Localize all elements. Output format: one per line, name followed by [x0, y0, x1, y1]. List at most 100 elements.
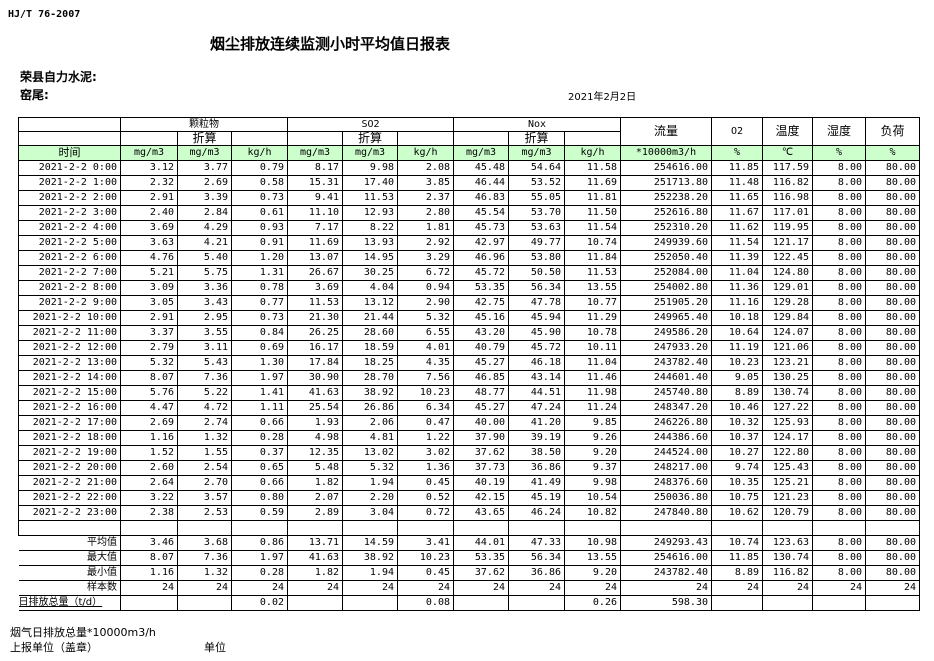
table-cell: 80.00: [865, 310, 920, 326]
table-cell: 11.36: [711, 280, 763, 296]
table-cell: 49.77: [508, 235, 565, 251]
table-cell: 44.01: [453, 535, 509, 551]
table-cell: 249586.20: [620, 325, 712, 341]
table-cell: 24: [120, 580, 178, 596]
table-cell: 1.55: [177, 445, 232, 461]
table-cell: 37.73: [453, 460, 509, 476]
header-blank: [231, 131, 288, 146]
header-blank: [120, 131, 178, 146]
table-row: 2021-2-2 19:00 1.52 1.55 0.37 12.35 13.02 3.02…: [18, 445, 920, 461]
empty-cell: [508, 520, 565, 536]
table-cell: 11.69: [564, 175, 621, 191]
table-cell: 6.55: [397, 325, 454, 341]
table-cell: 43.14: [508, 370, 565, 386]
table-cell: 120.79: [762, 505, 813, 521]
table-cell: 124.07: [762, 325, 813, 341]
table-cell: 0.28: [231, 565, 288, 581]
table-cell: 11.85: [711, 550, 763, 566]
table-cell: 11.54: [711, 235, 763, 251]
table-cell: 3.57: [177, 490, 232, 506]
table-cell: 80.00: [865, 295, 920, 311]
table-cell: 1.36: [397, 460, 454, 476]
table-cell: 130.25: [762, 370, 813, 386]
table-cell: 17.84: [287, 355, 343, 371]
table-cell: 9.20: [564, 445, 621, 461]
table-cell: 8.00: [812, 400, 866, 416]
table-cell: 13.02: [342, 445, 398, 461]
table-row: 2021-2-2 10:00 2.91 2.95 0.73 21.30 21.44 5.32…: [18, 310, 920, 326]
table-cell: 11.53: [342, 190, 398, 206]
table-cell: mg/m3: [287, 145, 343, 161]
table-cell: [711, 595, 763, 611]
row-label: 2021-2-2 7:00: [18, 265, 121, 281]
row-label: 2021-2-2 19:00: [18, 445, 121, 461]
row-label: 2021-2-2 2:00: [18, 190, 121, 206]
table-cell: 125.21: [762, 475, 813, 491]
table-cell: 11.81: [564, 190, 621, 206]
table-cell: 10.75: [711, 490, 763, 506]
summary-row: 最大值 8.07 7.36 1.97 41.63 38.92 10.23 53.35 56.34…: [18, 550, 920, 566]
table-cell: 8.00: [812, 250, 866, 266]
table-cell: 8.89: [711, 565, 763, 581]
table-cell: 80.00: [865, 340, 920, 356]
table-cell: 3.29: [397, 250, 454, 266]
header-temp: 温度: [762, 117, 813, 146]
table-cell: 80.00: [865, 385, 920, 401]
table-cell: 1.81: [397, 220, 454, 236]
table-cell: kg/h: [397, 145, 454, 161]
table-cell: 10.27: [711, 445, 763, 461]
table-row: 2021-2-2 6:00 4.76 5.40 1.20 13.07 14.95 3.29 4…: [18, 250, 920, 266]
table-cell: 4.72: [177, 400, 232, 416]
empty-cell: [453, 520, 509, 536]
table-cell: 0.93: [231, 220, 288, 236]
table-cell: 80.00: [865, 325, 920, 341]
empty-cell: [342, 520, 398, 536]
row-label: 2021-2-2 20:00: [18, 460, 121, 476]
table-cell: [177, 595, 232, 611]
table-row: 2021-2-2 16:00 4.47 4.72 1.11 25.54 26.86 6.34…: [18, 400, 920, 416]
empty-cell: [287, 520, 343, 536]
table-cell: 8.89: [711, 385, 763, 401]
table-cell: 80.00: [865, 550, 920, 566]
table-cell: 0.08: [397, 595, 454, 611]
table-cell: 10.74: [564, 235, 621, 251]
table-cell: 3.41: [397, 535, 454, 551]
table-cell: [342, 595, 398, 611]
table-cell: 1.82: [287, 475, 343, 491]
table-cell: 0.58: [231, 175, 288, 191]
table-cell: 24: [564, 580, 621, 596]
table-cell: 4.29: [177, 220, 232, 236]
table-cell: kg/h: [231, 145, 288, 161]
table-cell: 3.69: [120, 220, 178, 236]
table-cell: mg/m3: [177, 145, 232, 161]
table-cell: 247933.20: [620, 340, 712, 356]
table-row: 2021-2-2 2:00 2.91 3.39 0.73 9.41 11.53 2.37 46…: [18, 190, 920, 206]
table-cell: 80.00: [865, 565, 920, 581]
table-cell: 3.04: [342, 505, 398, 521]
table-cell: 8.00: [812, 190, 866, 206]
table-cell: 2.89: [287, 505, 343, 521]
table-cell: 80.00: [865, 400, 920, 416]
row-label: 2021-2-2 5:00: [18, 235, 121, 251]
row-label: 2021-2-2 12:00: [18, 340, 121, 356]
table-cell: 5.22: [177, 385, 232, 401]
table-cell: 13.07: [287, 250, 343, 266]
table-cell: 121.17: [762, 235, 813, 251]
table-cell: 2.37: [397, 190, 454, 206]
table-cell: 80.00: [865, 190, 920, 206]
table-cell: 45.48: [453, 160, 509, 176]
table-cell: 9.05: [711, 370, 763, 386]
table-cell: 125.43: [762, 460, 813, 476]
row-label: 2021-2-2 18:00: [18, 430, 121, 446]
table-cell: 2.07: [287, 490, 343, 506]
table-cell: 244601.40: [620, 370, 712, 386]
table-cell: 45.72: [508, 340, 565, 356]
table-cell: 7.36: [177, 370, 232, 386]
table-cell: 2.91: [120, 310, 178, 326]
table-cell: 24: [231, 580, 288, 596]
table-cell: 43.65: [453, 505, 509, 521]
table-cell: 45.19: [508, 490, 565, 506]
table-cell: 254002.80: [620, 280, 712, 296]
table-cell: 252050.40: [620, 250, 712, 266]
table-cell: 4.98: [287, 430, 343, 446]
